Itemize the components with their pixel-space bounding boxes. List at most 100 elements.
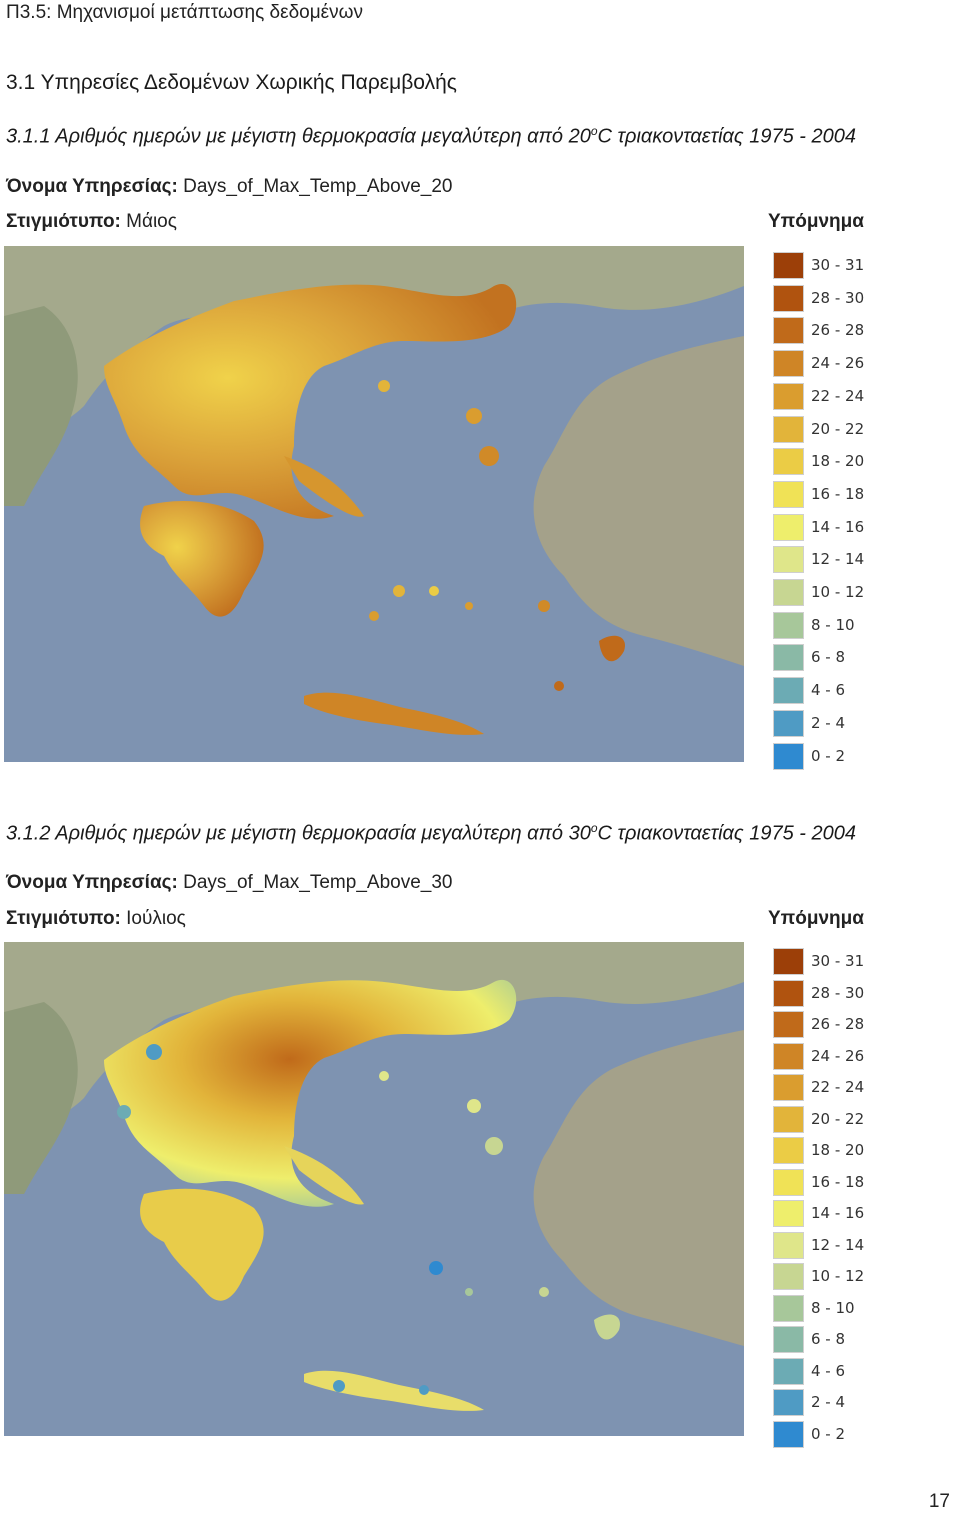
map2-image: [4, 942, 744, 1436]
map2-legend-swatch: [773, 1042, 804, 1070]
map2-legend-title: Υπόμνημα: [768, 908, 864, 929]
map1-legend-item: 16 - 18: [773, 480, 883, 511]
map2-legend-label: 18 - 20: [811, 1141, 865, 1159]
map2-legend-swatch: [773, 948, 804, 975]
map2-legend-label: 26 - 28: [811, 1015, 865, 1033]
map1-legend-swatch: [773, 350, 804, 378]
map1-legend-label: 0 - 2: [811, 746, 846, 765]
map2-legend-item: 22 - 24: [773, 1074, 883, 1104]
map2-legend-label: 20 - 22: [811, 1109, 865, 1128]
map2-legend-label: 10 - 12: [811, 1267, 865, 1285]
map1-legend-item: 10 - 12: [773, 579, 883, 609]
map1-legend-swatch: [773, 709, 804, 737]
map2-legend-swatch: [773, 1357, 804, 1385]
map1-snapshot: Στιγμιότυπο: Μάιος: [6, 211, 177, 233]
map2-legend-swatch: [773, 1074, 804, 1101]
map1-service-value: Days_of_Max_Temp_Above_20: [177, 176, 453, 197]
map2-legend-label: 30 - 31: [811, 952, 865, 970]
map1-snapshot-value: Μάιος: [120, 211, 177, 232]
map1-title-suffix: C τριακονταετίας 1975 - 2004: [597, 125, 856, 148]
map2-legend-swatch: [773, 1420, 804, 1448]
map2-legend-label: 2 - 4: [811, 1393, 846, 1411]
map2-service-name: Όνομα Υπηρεσίας: Days_of_Max_Temp_Above_…: [6, 872, 452, 894]
map1-legend-label: 20 - 22: [811, 419, 865, 438]
map2-legend-swatch: [773, 1294, 804, 1322]
map1-legend-label: 28 - 30: [811, 288, 865, 307]
map2-legend-label: 4 - 6: [811, 1361, 846, 1380]
map1-legend-item: 24 - 26: [773, 350, 883, 380]
map2-snapshot: Στιγμιότυπο: Ιούλιος: [6, 908, 186, 930]
map1-title-prefix: 3.1.1 Αριθμός ημερών με μέγιστη θερμοκρα…: [6, 125, 591, 148]
map1-legend-swatch: [773, 480, 804, 508]
map1-legend-item: 30 - 31: [773, 252, 883, 282]
map2-legend-swatch: [773, 1326, 804, 1353]
map1-service-name: Όνομα Υπηρεσίας: Days_of_Max_Temp_Above_…: [6, 176, 452, 198]
map1-legend-title: Υπόμνημα: [768, 211, 864, 232]
map2-snapshot-label: Στιγμιότυπο:: [6, 908, 121, 929]
map1-legend-item: 22 - 24: [773, 382, 883, 413]
map2-legend-swatch: [773, 1263, 804, 1290]
map2-legend: 30 - 31 28 - 30 26 - 28 24 - 26 22 - 24 20 - …: [773, 948, 873, 1448]
page-number: 17: [928, 1491, 950, 1512]
map1-legend-swatch: [773, 415, 804, 443]
map1-legend-label: 26 - 28: [811, 321, 865, 340]
map2-legend-label: 28 - 30: [811, 983, 865, 1002]
map1-service-label: Όνομα Υπηρεσίας:: [6, 176, 178, 197]
map1-legend-swatch: [773, 448, 804, 476]
map1-title: 3.1.1 Αριθμός ημερών με μέγιστη θερμοκρα…: [6, 124, 856, 149]
map2-legend-item: 4 - 6: [773, 1357, 883, 1388]
map2-legend-label: 16 - 18: [811, 1172, 865, 1191]
map2-legend-item: 6 - 8: [773, 1326, 883, 1356]
map1-legend-swatch: [773, 382, 804, 410]
map2-legend-label: 14 - 16: [811, 1204, 865, 1222]
map2-legend-label: 8 - 10: [811, 1298, 855, 1317]
map2-legend-label: 6 - 8: [811, 1330, 846, 1348]
map2-title: 3.1.2 Αριθμός ημερών με μέγιστη θερμοκρα…: [6, 821, 856, 846]
map2-legend-item: 26 - 28: [773, 1011, 883, 1041]
map1-legend-label: 22 - 24: [811, 386, 865, 405]
map2-title-suffix: C τριακονταετίας 1975 - 2004: [597, 822, 856, 845]
map2-legend-swatch: [773, 1105, 804, 1133]
map1-legend-item: 12 - 14: [773, 546, 883, 576]
map1-legend-label: 4 - 6: [811, 681, 846, 700]
map1-legend-label: 6 - 8: [811, 648, 846, 667]
map1-legend-item: 6 - 8: [773, 644, 883, 674]
map1-legend-swatch: [773, 579, 804, 606]
map2-legend-item: 14 - 16: [773, 1200, 883, 1230]
map2-legend-swatch: [773, 1137, 804, 1164]
map1-legend-item: 0 - 2: [773, 742, 883, 773]
map1-image: [4, 246, 744, 762]
map1-legend-swatch: [773, 317, 804, 345]
map2-legend-swatch: [773, 1011, 804, 1038]
map2-legend-label: 22 - 24: [811, 1078, 865, 1096]
map1-legend-label: 10 - 12: [811, 583, 865, 601]
map1-legend-label: 2 - 4: [811, 713, 846, 732]
map1-snapshot-label: Στιγμιότυπο:: [6, 211, 121, 232]
map1-legend-item: 18 - 20: [773, 448, 883, 478]
map2-legend-item: 18 - 20: [773, 1137, 883, 1167]
map1-title-degree: ο: [590, 124, 598, 138]
map1-legend-label: 12 - 14: [811, 550, 865, 569]
map2-snapshot-value: Ιούλιος: [120, 908, 186, 929]
map2-legend-swatch: [773, 1231, 804, 1259]
map2-legend-swatch: [773, 1168, 804, 1196]
map2-legend-label: 0 - 2: [811, 1424, 846, 1443]
map2-legend-item: 0 - 2: [773, 1420, 883, 1451]
map2-title-prefix: 3.1.2 Αριθμός ημερών με μέγιστη θερμοκρα…: [6, 822, 591, 845]
map1-legend-swatch: [773, 611, 804, 639]
map1-legend-item: 28 - 30: [773, 284, 883, 315]
map2-legend-swatch: [773, 1389, 804, 1416]
map1-legend-swatch: [773, 742, 804, 770]
map1-legend-label: 14 - 16: [811, 517, 865, 536]
map2-legend-label: 24 - 26: [811, 1046, 865, 1065]
map2-legend-item: 30 - 31: [773, 948, 883, 978]
map2-service-value: Days_of_Max_Temp_Above_30: [177, 872, 453, 893]
map1-legend-swatch: [773, 252, 804, 279]
map1-legend-swatch: [773, 546, 804, 574]
map1-legend-swatch: [773, 284, 804, 312]
section-title: 3.1 Υπηρεσίες Δεδομένων Χωρικής Παρεμβολ…: [6, 71, 457, 94]
map2-title-degree: ο: [590, 821, 598, 835]
map1-legend-label: 8 - 10: [811, 615, 855, 634]
map1-legend-swatch: [773, 677, 804, 705]
map1-legend-swatch: [773, 513, 804, 541]
